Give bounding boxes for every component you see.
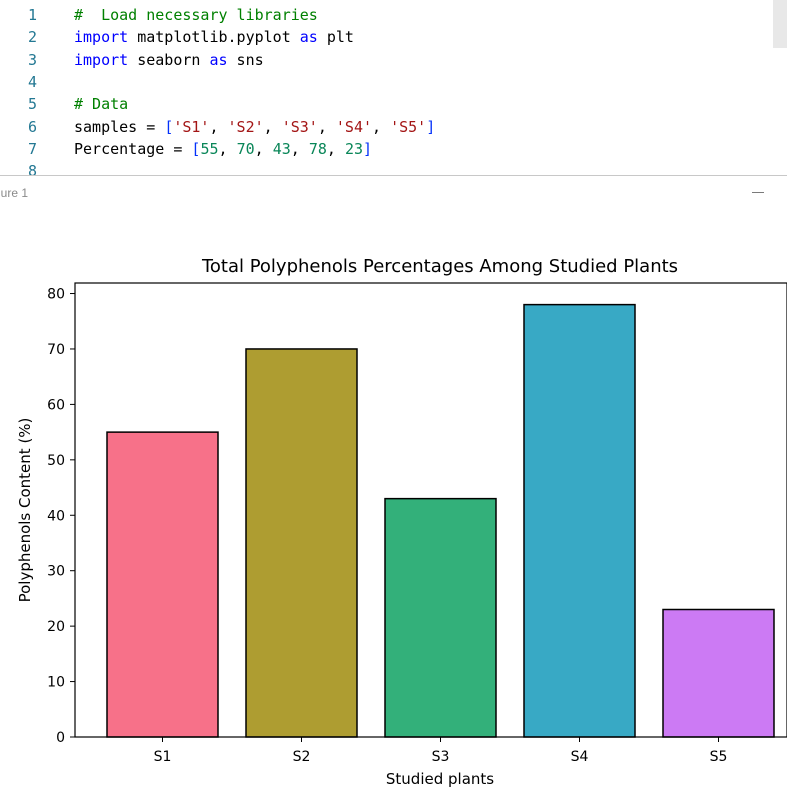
code-line[interactable]: 6 samples = ['S1', 'S2', 'S3', 'S4', 'S5'… bbox=[0, 116, 787, 138]
code-token: [ bbox=[164, 117, 174, 136]
line-code: samples = ['S1', 'S2', 'S3', 'S4', 'S5'] bbox=[74, 116, 435, 138]
axes-frame bbox=[74, 282, 787, 738]
figure-window-title: gure 1 bbox=[0, 186, 29, 200]
x-tick-label: S3 bbox=[432, 749, 450, 765]
code-token: 23 bbox=[344, 139, 363, 158]
bar-chart: Total Polyphenols Percentages Among Stud… bbox=[16, 256, 787, 788]
code-token: [ bbox=[191, 139, 201, 158]
code-token: 78 bbox=[308, 139, 327, 158]
bar-s2 bbox=[245, 348, 358, 738]
bar-s5 bbox=[662, 608, 775, 738]
code-line[interactable]: 8 bbox=[0, 160, 787, 175]
x-tick-label: S1 bbox=[154, 749, 172, 765]
code-line[interactable]: 1 # Load necessary libraries bbox=[0, 4, 787, 26]
code-token: 'S2' bbox=[227, 117, 264, 136]
code-token: 'S1' bbox=[173, 117, 210, 136]
code-token: Percentage = bbox=[74, 139, 192, 158]
code-token: # Load necessary libraries bbox=[74, 6, 318, 24]
y-axis-ticks: 0 10 20 30 40 50 60 70 80 bbox=[47, 287, 75, 746]
code-token: 'S3' bbox=[281, 117, 318, 136]
code-token: 70 bbox=[236, 139, 255, 158]
line-code: import seaborn as sns bbox=[74, 49, 264, 71]
y-tick-label: 70 bbox=[47, 342, 65, 358]
code-token: ] bbox=[363, 139, 373, 158]
bar-s4 bbox=[523, 303, 636, 738]
y-tick-label: 10 bbox=[47, 675, 65, 691]
y-tick-label: 30 bbox=[47, 564, 65, 580]
line-number: 3 bbox=[28, 50, 38, 69]
line-number: 4 bbox=[28, 72, 38, 91]
bar-s3 bbox=[384, 497, 497, 738]
code-token: , bbox=[326, 139, 345, 158]
code-line[interactable]: 4 bbox=[0, 71, 787, 93]
code-token: , bbox=[372, 117, 391, 136]
code-token: plt bbox=[317, 28, 354, 47]
bar-s1 bbox=[106, 431, 219, 738]
chart-title: Total Polyphenols Percentages Among Stud… bbox=[201, 256, 678, 277]
code-token: sns bbox=[227, 50, 264, 69]
code-token: import bbox=[74, 50, 129, 69]
line-number: 8 bbox=[28, 162, 38, 175]
code-token: ] bbox=[426, 117, 436, 136]
code-token: , bbox=[218, 139, 237, 158]
editor-scrollbar[interactable] bbox=[773, 0, 787, 48]
line-number: 5 bbox=[28, 95, 38, 114]
y-tick-label: 60 bbox=[47, 397, 65, 413]
code-token: samples = bbox=[74, 117, 165, 136]
line-number: 2 bbox=[28, 28, 38, 47]
code-line[interactable]: 2 import matplotlib.pyplot as plt bbox=[0, 26, 787, 48]
bars bbox=[106, 303, 775, 738]
code-token: # Data bbox=[74, 95, 129, 114]
code-token: , bbox=[209, 117, 228, 136]
code-token: as bbox=[209, 50, 228, 69]
line-code: import matplotlib.pyplot as plt bbox=[74, 26, 354, 48]
figure-titlebar[interactable]: gure 1 bbox=[0, 176, 787, 212]
code-token: as bbox=[299, 28, 318, 47]
y-axis-label: Polyphenols Content (%) bbox=[16, 418, 34, 603]
code-token: 43 bbox=[272, 139, 291, 158]
line-code: # Data bbox=[74, 93, 128, 115]
code-token: 'S5' bbox=[390, 117, 427, 136]
code-token: , bbox=[317, 117, 336, 136]
code-token: import bbox=[74, 28, 129, 47]
x-tick-label: S4 bbox=[571, 749, 589, 765]
code-token: , bbox=[254, 139, 273, 158]
code-line[interactable]: 5 # Data bbox=[0, 93, 787, 115]
code-token: seaborn bbox=[128, 50, 210, 69]
line-number: 6 bbox=[28, 117, 38, 136]
code-token: , bbox=[263, 117, 282, 136]
line-number: 7 bbox=[28, 139, 38, 158]
code-token: matplotlib.pyplot bbox=[128, 28, 300, 47]
y-tick-label: 0 bbox=[56, 730, 65, 746]
code-token: , bbox=[290, 139, 309, 158]
x-tick-label: S5 bbox=[710, 749, 728, 765]
y-tick-label: 20 bbox=[47, 619, 65, 635]
line-number: 1 bbox=[28, 6, 38, 24]
x-axis-label: Studied plants bbox=[386, 770, 494, 788]
code-editor[interactable]: 1 # Load necessary libraries 2 import matpl… bbox=[0, 0, 787, 175]
code-line[interactable]: 3 import seaborn as sns bbox=[0, 49, 787, 71]
code-token: 'S4' bbox=[335, 117, 373, 136]
y-tick-label: 40 bbox=[47, 508, 65, 524]
line-code: Percentage = [55, 70, 43, 78, 23] bbox=[74, 138, 372, 160]
code-line[interactable]: 7 Percentage = [55, 70, 43, 78, 23] bbox=[0, 138, 787, 160]
y-tick-label: 80 bbox=[47, 287, 65, 303]
code-token: 55 bbox=[200, 139, 219, 158]
x-tick-label: S2 bbox=[293, 749, 311, 765]
x-axis-ticks: S1 S2 S3 S4 S5 bbox=[154, 737, 728, 765]
line-code: # Load necessary libraries bbox=[74, 4, 318, 26]
y-tick-label: 50 bbox=[47, 453, 65, 469]
minimize-icon[interactable] bbox=[752, 192, 764, 193]
